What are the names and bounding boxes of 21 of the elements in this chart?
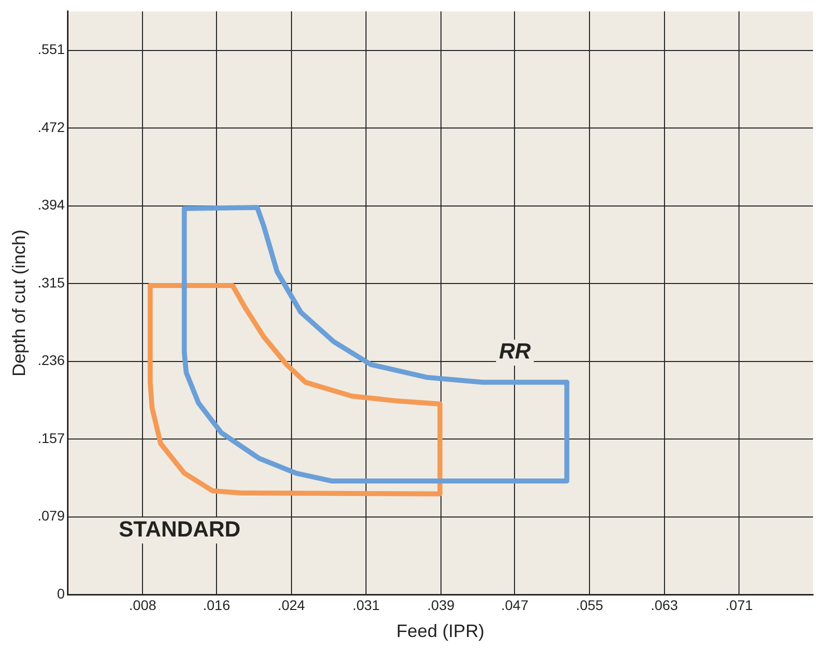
x-tick-label: .039 bbox=[427, 596, 455, 613]
y-tick-label: .315 bbox=[38, 274, 66, 290]
y-tick-label: .236 bbox=[38, 352, 66, 368]
x-tick-label: .016 bbox=[202, 596, 230, 613]
x-tick-label: .055 bbox=[576, 596, 604, 613]
y-tick-label: 0 bbox=[57, 585, 66, 602]
y-tick-label: .079 bbox=[38, 508, 66, 524]
y-tick-label: .472 bbox=[38, 118, 66, 135]
series-label: RR bbox=[499, 338, 531, 364]
y-tick-label: .394 bbox=[38, 196, 66, 213]
y-tick-label: .551 bbox=[38, 41, 66, 58]
series-label: STANDARD bbox=[118, 516, 241, 542]
x-tick-label: .031 bbox=[352, 596, 380, 613]
y-axis-title: Depth of cut (inch) bbox=[8, 229, 29, 377]
x-tick-label: .047 bbox=[501, 596, 529, 613]
x-tick-label: .071 bbox=[726, 596, 753, 613]
x-tick-label: .008 bbox=[129, 596, 156, 613]
y-tick-label: .157 bbox=[38, 430, 66, 446]
x-axis-title: Feed (IPR) bbox=[396, 621, 484, 642]
x-tick-label: .063 bbox=[650, 596, 678, 613]
x-tick-label: .024 bbox=[278, 596, 306, 613]
